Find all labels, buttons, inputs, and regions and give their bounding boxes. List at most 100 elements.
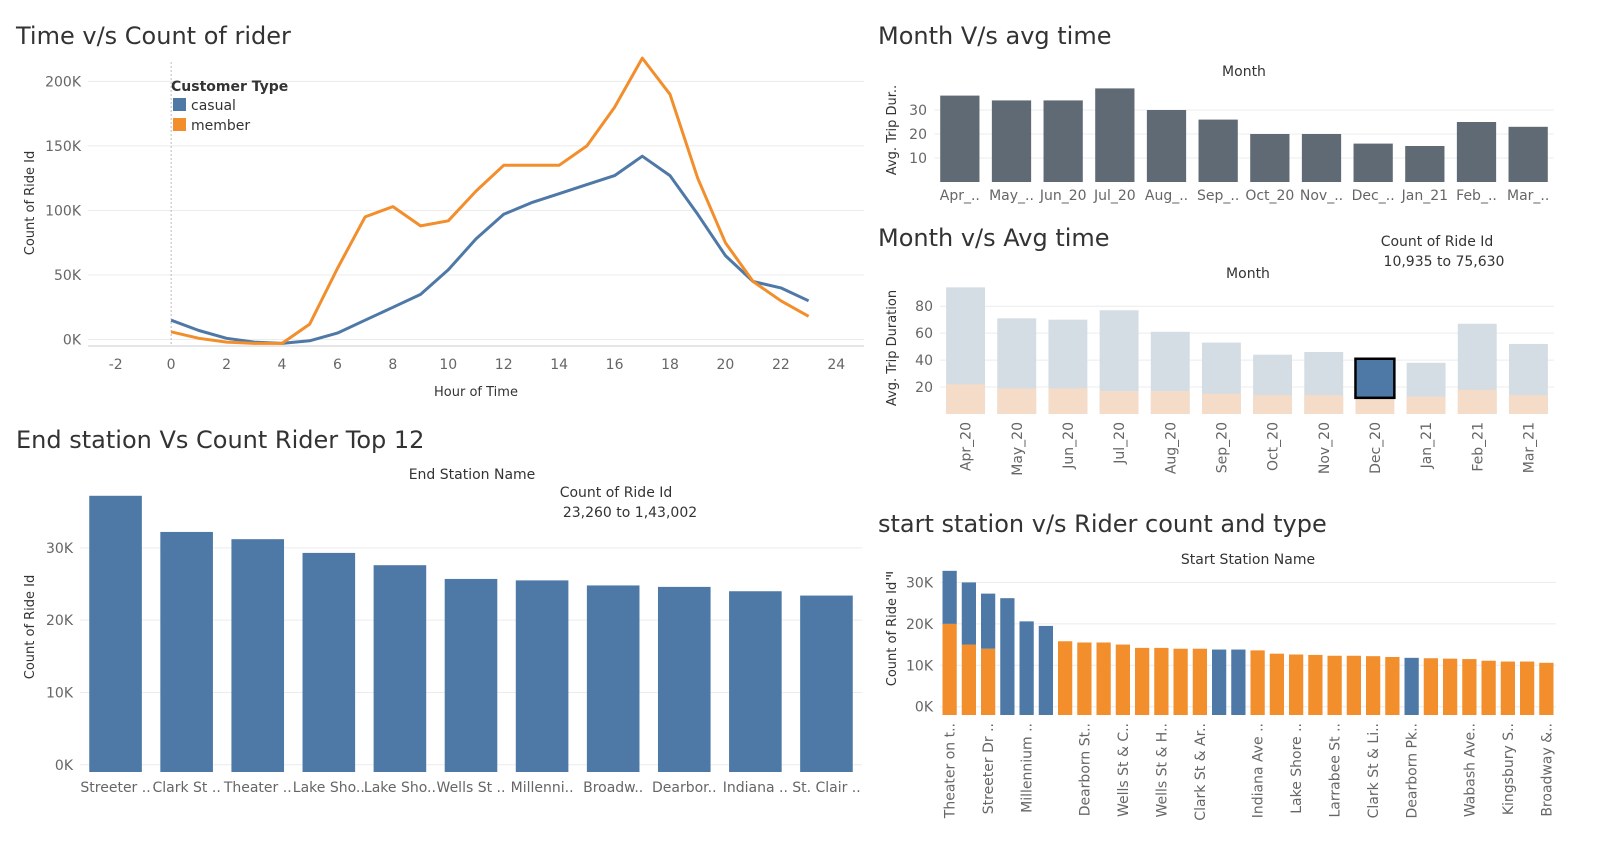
month2-bar-lower[interactable] (1355, 398, 1394, 414)
start-bar-member[interactable] (1443, 659, 1457, 715)
month2-bar-lower[interactable] (1458, 390, 1497, 414)
start-bar-casual[interactable] (1020, 621, 1034, 715)
start-y-tick-label: 20K (906, 617, 934, 633)
start-y-tick-label: 10K (906, 658, 934, 674)
start-bar-member[interactable] (1347, 656, 1361, 715)
month-bar[interactable] (940, 96, 979, 182)
start-bar-member[interactable] (1385, 657, 1399, 715)
month-bar[interactable] (1095, 88, 1134, 182)
month2-bar-lower[interactable] (1048, 388, 1087, 414)
month-y-tick-label: 20 (909, 127, 927, 143)
month-bar[interactable] (1147, 110, 1186, 182)
end-bar[interactable] (729, 591, 782, 772)
start-bar-member[interactable] (943, 624, 957, 715)
hour-x-tick-label: 12 (495, 357, 513, 373)
month-bar[interactable] (1302, 134, 1341, 182)
start-bar-member[interactable] (1135, 648, 1149, 715)
end-bar[interactable] (303, 553, 356, 772)
end-bar[interactable] (231, 539, 284, 772)
start-bar-member[interactable] (1308, 655, 1322, 715)
start-bar-member[interactable] (1154, 648, 1168, 715)
start-bar-member[interactable] (1482, 661, 1496, 715)
end-y-tick-label: 10K (46, 685, 74, 701)
start-bar-casual[interactable] (1231, 650, 1245, 715)
month-bar[interactable] (1354, 144, 1393, 182)
month2-bar-lower[interactable] (1151, 391, 1190, 414)
month-chart-subtitle: Month (1222, 64, 1266, 80)
month-x-tick-label: Feb_.. (1456, 188, 1497, 204)
month-bar[interactable] (1405, 146, 1444, 182)
end-bar[interactable] (160, 532, 213, 772)
start-bar-casual[interactable] (1000, 598, 1014, 715)
start-bar-casual[interactable] (981, 594, 995, 649)
start-bar-member[interactable] (1174, 649, 1188, 715)
start-bar-member[interactable] (1424, 658, 1438, 715)
start-bar-member[interactable] (1270, 654, 1284, 715)
month-bars[interactable] (940, 88, 1548, 182)
end-bar[interactable] (445, 579, 498, 772)
start-bar-member[interactable] (1539, 663, 1553, 715)
end-bar[interactable] (89, 496, 142, 772)
series-line-member[interactable] (171, 58, 809, 343)
start-bar-member[interactable] (1251, 650, 1265, 715)
month2-bar-lower[interactable] (946, 384, 985, 414)
start-bar-member[interactable] (1520, 662, 1534, 715)
start-bar-member[interactable] (981, 649, 995, 715)
month-bar[interactable] (1250, 134, 1289, 182)
end-bars[interactable] (89, 496, 853, 772)
end-chart-subtitle: End Station Name (409, 467, 536, 483)
month2-color-legend-title: Count of Ride Id (1381, 234, 1494, 250)
month2-bar-lower[interactable] (1253, 395, 1292, 414)
end-y-ticks: 0K 10K 20K 30K (46, 541, 74, 774)
month2-bar-lower[interactable] (1509, 395, 1548, 414)
start-bar-casual[interactable] (1405, 658, 1419, 715)
month-bar[interactable] (1509, 127, 1548, 182)
end-bar[interactable] (587, 585, 640, 772)
month-bar[interactable] (1044, 100, 1083, 182)
start-bars[interactable] (943, 571, 1554, 715)
start-bar-member[interactable] (1097, 643, 1111, 716)
start-bar-casual[interactable] (943, 571, 957, 624)
end-bar[interactable] (658, 587, 711, 772)
month2-bar-lower[interactable] (1100, 391, 1139, 414)
hour-x-tick-label: 16 (606, 357, 624, 373)
end-bar[interactable] (374, 565, 427, 772)
month-x-ticks: Apr_.. May_.. Jun_20 Jul_20 Aug_.. Sep_.. Oct_… (940, 188, 1550, 204)
month2-bar-lower[interactable] (1202, 394, 1241, 414)
start-bar-member[interactable] (1116, 645, 1130, 715)
start-y-tick-label: 30K (906, 575, 934, 591)
start-bar-casual[interactable] (1039, 626, 1053, 715)
end-bar[interactable] (516, 580, 569, 772)
start-bar-member[interactable] (1501, 662, 1515, 715)
start-bar-member[interactable] (1058, 641, 1072, 715)
month-bar[interactable] (1457, 122, 1496, 182)
start-bar-member[interactable] (1328, 656, 1342, 715)
month-avg-color-bar-chart: Month v/s Avg time Month Count of Ride I… (878, 224, 1554, 476)
start-bar-member[interactable] (1193, 649, 1207, 715)
sort-icon[interactable] (886, 572, 893, 580)
hour-series-lines[interactable] (171, 58, 809, 343)
month2-bar-lower[interactable] (997, 388, 1036, 414)
start-bar-member[interactable] (962, 645, 976, 715)
month2-bar-highlighted[interactable] (1355, 359, 1394, 398)
start-bar-member[interactable] (1462, 659, 1476, 715)
hour-x-tick-label: 8 (388, 357, 397, 373)
end-x-tick-label: Streeter .. (80, 780, 150, 796)
month-bar[interactable] (992, 100, 1031, 182)
month2-bar-lower[interactable] (1304, 395, 1343, 414)
series-line-casual[interactable] (171, 156, 809, 343)
start-bar-casual[interactable] (1212, 650, 1226, 715)
start-x-tick-label: Wells St & H.. (1154, 723, 1170, 818)
end-x-tick-label: Lake Sho.. (293, 780, 365, 796)
month-bar[interactable] (1199, 120, 1238, 182)
start-bar-member[interactable] (1289, 655, 1303, 715)
start-bar-casual[interactable] (962, 582, 976, 644)
end-bar[interactable] (800, 596, 853, 772)
month-x-tick-label: Jan_21 (1401, 188, 1448, 204)
start-bar-member[interactable] (1077, 643, 1091, 716)
month2-bar-lower[interactable] (1407, 396, 1446, 414)
start-y-axis-label: Count of Ride Id (885, 582, 900, 687)
start-bar-member[interactable] (1366, 656, 1380, 715)
hour-legend[interactable]: Customer Type casual member (171, 79, 288, 134)
month2-y-tick-label: 20 (915, 380, 933, 396)
